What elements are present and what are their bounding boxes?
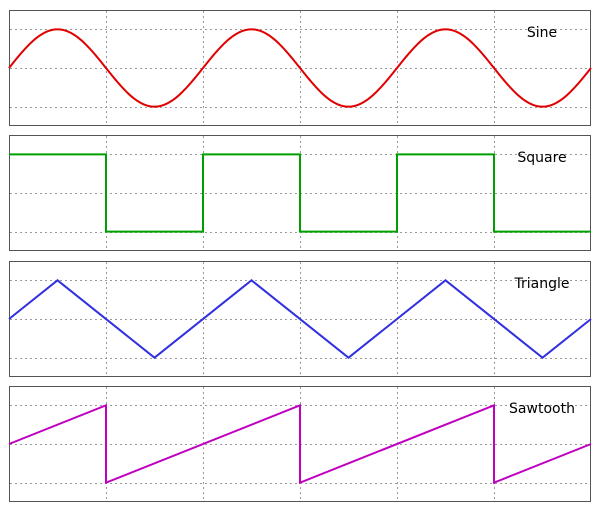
sawtooth-wave-line: [8, 403, 592, 485]
panel-title: Sine: [527, 25, 557, 41]
chart-panel-triangle: Triangle: [8, 261, 592, 377]
sine-wave-line: [8, 28, 592, 108]
chart-panel-sine: Sine: [8, 10, 592, 126]
chart-panel-sawtooth: Sawtooth: [8, 386, 592, 502]
chart-panel-square: Square: [9, 135, 591, 251]
panel-title: Triangle: [514, 276, 570, 292]
panel-title: Sawtooth: [509, 401, 575, 417]
triangle-wave-line: [8, 279, 592, 359]
panel-title: Square: [517, 150, 566, 166]
square-wave-line: [9, 153, 591, 233]
